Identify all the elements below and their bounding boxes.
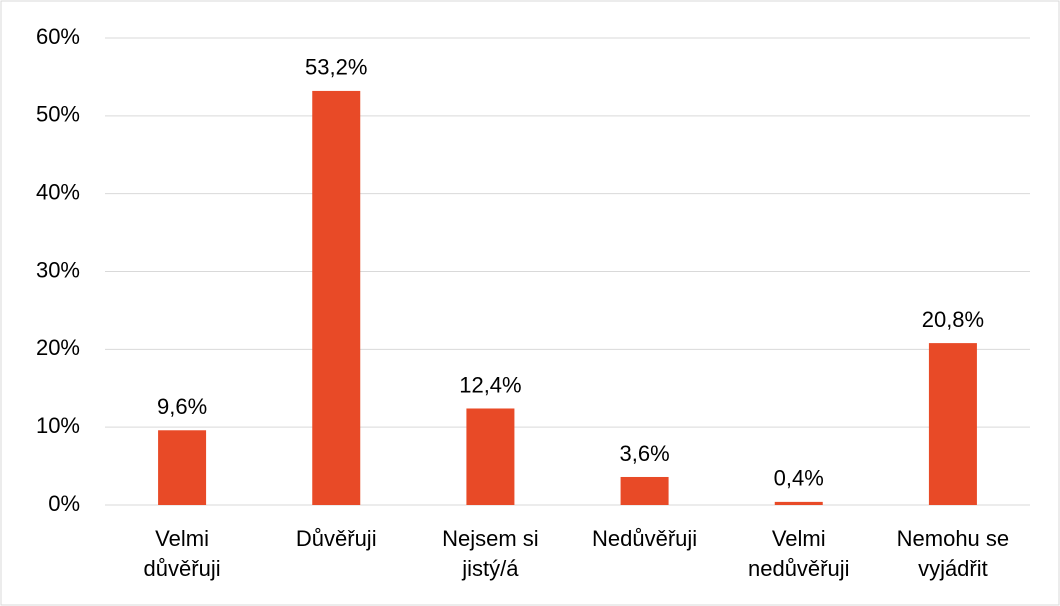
bar — [466, 408, 515, 505]
bar — [774, 501, 823, 505]
x-tick-label: Důvěřuji — [295, 526, 377, 551]
x-tick-label: Nemohu se vyjádřit — [896, 526, 1010, 581]
bar — [158, 430, 207, 505]
data-label: 9,6% — [157, 394, 207, 419]
y-tick-label: 10% — [36, 413, 80, 438]
y-tick-label: 50% — [36, 102, 80, 127]
data-label: 12,4% — [459, 372, 521, 397]
x-tick-label: Velmi důvěřuji — [143, 526, 221, 581]
y-tick-label: 20% — [36, 335, 80, 360]
x-tick-label: Nedůvěřuji — [591, 526, 698, 551]
y-tick-label: 60% — [36, 24, 80, 49]
y-tick-label: 0% — [48, 491, 80, 516]
y-tick-label: 30% — [36, 257, 80, 282]
bar — [928, 343, 977, 505]
data-label: 53,2% — [305, 55, 367, 80]
data-label: 0,4% — [774, 466, 824, 491]
data-label: 20,8% — [922, 307, 984, 332]
y-tick-label: 40% — [36, 179, 80, 204]
data-label: 3,6% — [620, 441, 670, 466]
x-tick-label: Nejsem si jistý/á — [442, 526, 539, 581]
bar — [620, 476, 669, 505]
x-tick-label: Velmi nedůvěřuji — [747, 526, 850, 581]
bar — [312, 90, 361, 505]
